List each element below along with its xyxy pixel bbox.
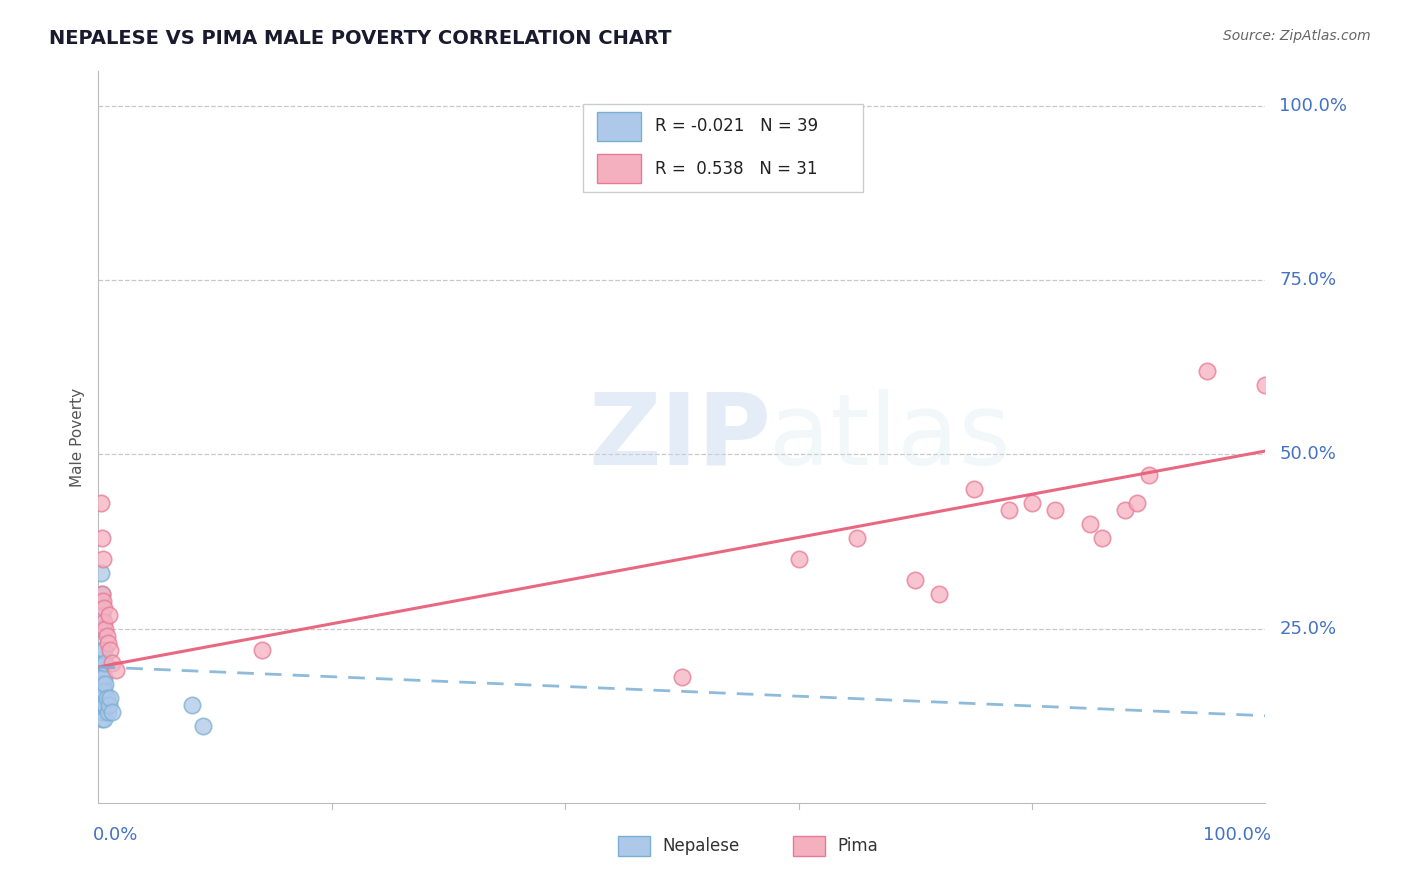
Point <box>93 642 115 657</box>
Point <box>93 712 115 726</box>
Point <box>97 698 120 713</box>
Point <box>90 670 112 684</box>
Text: 75.0%: 75.0% <box>1279 271 1337 289</box>
Text: Pima: Pima <box>837 837 877 855</box>
Y-axis label: Male Poverty: Male Poverty <box>69 387 84 487</box>
Point <box>90 691 112 706</box>
Text: atlas: atlas <box>769 389 1011 485</box>
Point <box>90 622 112 636</box>
Point <box>904 573 927 587</box>
Point <box>1021 496 1043 510</box>
Text: 100.0%: 100.0% <box>1279 97 1347 115</box>
Point <box>1126 496 1149 510</box>
Point <box>1254 377 1277 392</box>
Text: NEPALESE VS PIMA MALE POVERTY CORRELATION CHART: NEPALESE VS PIMA MALE POVERTY CORRELATIO… <box>49 29 672 48</box>
Point <box>91 691 114 706</box>
Point <box>1137 468 1160 483</box>
FancyBboxPatch shape <box>617 836 651 856</box>
Point <box>193 719 215 733</box>
Point <box>101 657 124 671</box>
Point <box>90 691 112 706</box>
Point <box>91 552 114 566</box>
Point <box>91 677 114 691</box>
Point <box>846 531 869 545</box>
Point <box>93 615 115 629</box>
Point <box>90 496 112 510</box>
Text: ZIP: ZIP <box>589 389 772 485</box>
FancyBboxPatch shape <box>793 836 825 856</box>
Point <box>96 691 118 706</box>
Point <box>962 483 984 497</box>
Point <box>93 670 115 684</box>
Point <box>90 594 112 608</box>
Point <box>90 705 112 719</box>
Point <box>1091 531 1114 545</box>
Text: 50.0%: 50.0% <box>1279 445 1336 464</box>
Point <box>90 684 112 698</box>
Text: 0.0%: 0.0% <box>93 826 138 844</box>
Point <box>90 670 112 684</box>
Point <box>104 664 127 678</box>
FancyBboxPatch shape <box>596 112 641 141</box>
Point <box>93 684 115 698</box>
Text: R =  0.538   N = 31: R = 0.538 N = 31 <box>655 160 817 178</box>
FancyBboxPatch shape <box>582 104 863 192</box>
Point <box>1080 517 1102 532</box>
Text: 100.0%: 100.0% <box>1204 826 1271 844</box>
Text: 25.0%: 25.0% <box>1279 620 1337 638</box>
Point <box>97 635 120 649</box>
Text: Nepalese: Nepalese <box>662 837 740 855</box>
Point <box>94 677 117 691</box>
Point <box>90 684 112 698</box>
Point <box>997 503 1019 517</box>
Point <box>1114 503 1136 517</box>
Point <box>94 698 117 713</box>
Point <box>89 677 111 691</box>
Point <box>90 607 112 622</box>
Point <box>101 705 124 719</box>
Point <box>90 642 112 657</box>
Point <box>96 629 118 643</box>
Point <box>1195 364 1218 378</box>
Point <box>1045 503 1067 517</box>
Point <box>98 642 121 657</box>
Point <box>90 712 112 726</box>
Point <box>180 698 202 713</box>
Point <box>90 531 112 545</box>
Point <box>93 698 115 713</box>
Point <box>93 600 115 615</box>
Point <box>98 691 121 706</box>
Point <box>90 677 112 691</box>
Point <box>91 705 114 719</box>
Point <box>91 594 114 608</box>
Point <box>97 705 120 719</box>
Point <box>90 587 112 601</box>
Point <box>90 587 112 601</box>
Text: R = -0.021   N = 39: R = -0.021 N = 39 <box>655 117 818 136</box>
Point <box>90 566 112 580</box>
Point <box>928 587 950 601</box>
Point <box>97 607 120 622</box>
Point <box>94 657 117 671</box>
Point <box>90 657 112 671</box>
Point <box>90 698 112 713</box>
Point <box>250 642 273 657</box>
Point <box>94 622 117 636</box>
Point <box>91 622 114 636</box>
FancyBboxPatch shape <box>596 154 641 183</box>
Point <box>671 670 693 684</box>
Point <box>91 657 114 671</box>
Point <box>90 698 112 713</box>
Text: Source: ZipAtlas.com: Source: ZipAtlas.com <box>1223 29 1371 44</box>
Point <box>787 552 810 566</box>
